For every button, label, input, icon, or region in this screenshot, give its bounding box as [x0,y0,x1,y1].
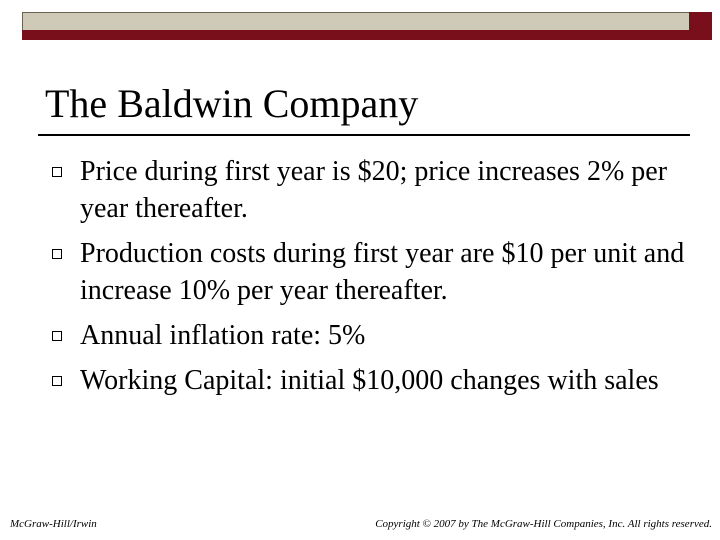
top-stripe [22,30,712,40]
bullet-text: Production costs during first year are $… [80,238,685,306]
bullet-text: Working Capital: initial $10,000 changes… [80,365,659,396]
bullet-item: Price during first year is $20; price in… [52,153,690,227]
bullet-list: Price during first year is $20; price in… [52,153,690,407]
bullet-item: Production costs during first year are $… [52,235,690,309]
bullet-text: Price during first year is $20; price in… [80,156,668,224]
slide-title: The Baldwin Company [45,81,419,126]
title-rule [38,134,690,136]
bullet-item: Working Capital: initial $10,000 changes… [52,362,690,399]
footer-left: McGraw-Hill/Irwin [10,518,97,530]
bullet-item: Annual inflation rate: 5% [52,317,690,354]
top-bar [22,12,690,31]
bullet-marker [52,331,62,341]
bullet-marker [52,376,62,386]
bullet-marker [52,167,62,177]
footer-right: Copyright © 2007 by The McGraw-Hill Comp… [375,518,712,530]
bullet-text: Annual inflation rate: 5% [80,320,366,351]
bullet-marker [52,249,62,259]
corner-block [689,12,712,30]
